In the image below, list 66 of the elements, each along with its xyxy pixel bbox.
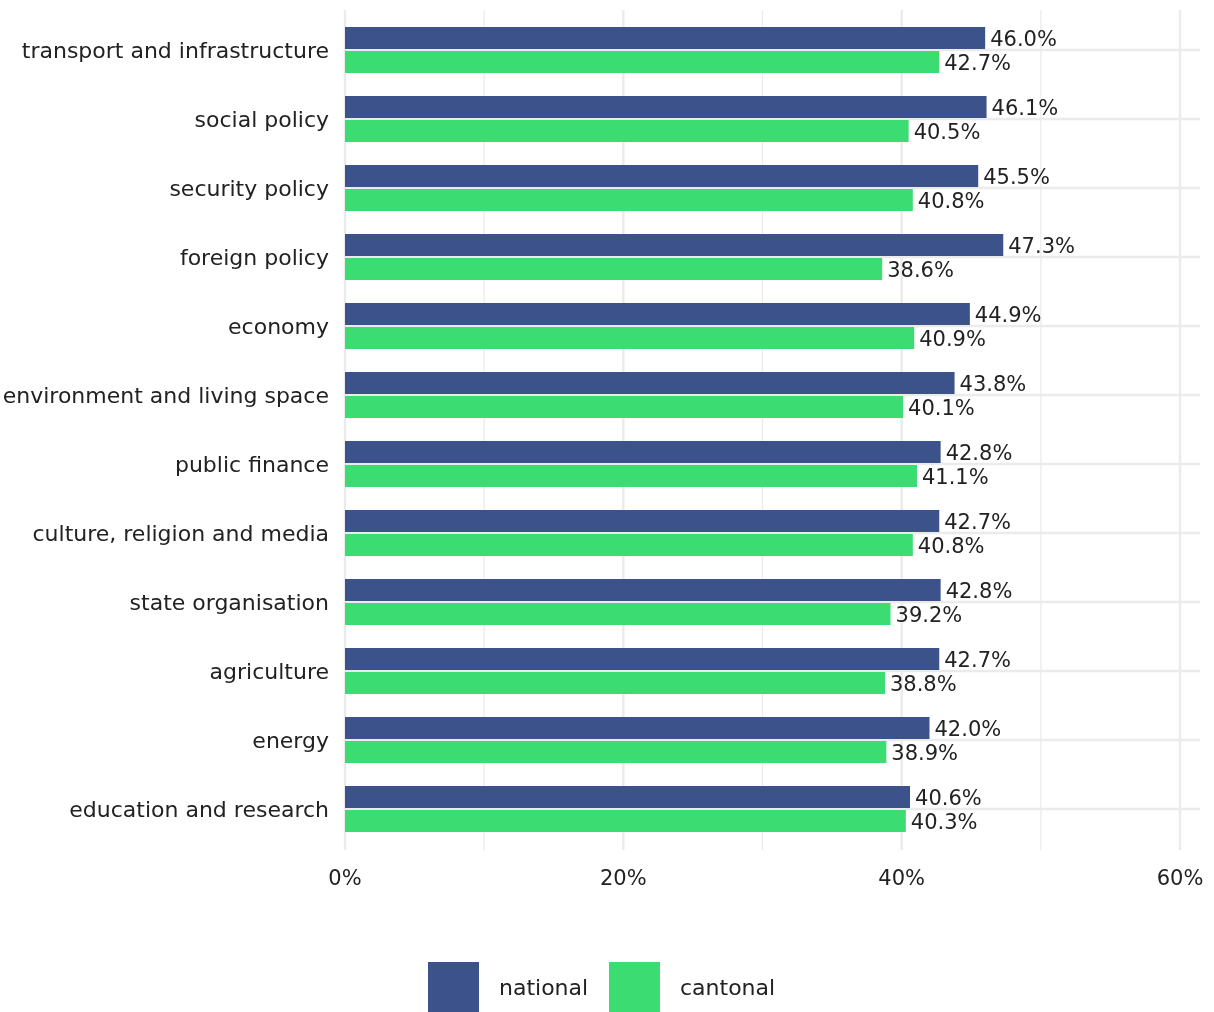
data-label: 46.0%: [990, 27, 1057, 51]
data-label: 40.5%: [913, 120, 981, 144]
legend-label: cantonal: [680, 975, 776, 1000]
data-label: 42.0%: [934, 717, 1002, 741]
data-label: 40.9%: [919, 327, 986, 351]
x-tick-label: 20%: [599, 866, 647, 890]
bar: [345, 234, 1004, 256]
data-label: 43.8%: [959, 372, 1027, 396]
y-tick-label: social policy: [194, 107, 329, 132]
bar: [345, 372, 955, 394]
data-label: 42.7%: [944, 510, 1011, 534]
bar: [345, 648, 940, 670]
bar: [345, 303, 970, 325]
data-label: 41.1%: [921, 465, 989, 489]
x-tick-label: 0%: [328, 866, 362, 890]
bar: [345, 579, 941, 601]
y-tick-label: energy: [252, 728, 329, 753]
data-label: 40.1%: [908, 396, 975, 420]
data-label: 38.9%: [891, 741, 959, 765]
bar: [345, 96, 987, 118]
bar: [345, 189, 913, 211]
y-tick-label: foreign policy: [179, 245, 329, 270]
data-label: 46.1%: [991, 96, 1059, 120]
data-label: 42.8%: [945, 579, 1013, 603]
bar: [345, 27, 986, 49]
data-label: 42.7%: [944, 51, 1011, 75]
y-tick-label: agriculture: [209, 659, 329, 684]
x-tick-label: 60%: [1156, 866, 1204, 890]
bar: [345, 465, 917, 487]
y-tick-label: public finance: [174, 452, 329, 477]
y-tick-label: security policy: [169, 176, 329, 201]
data-label: 38.6%: [887, 258, 954, 282]
data-label: 39.2%: [895, 603, 963, 627]
bar: [345, 441, 941, 463]
legend-label: national: [499, 975, 589, 1000]
bar: [345, 510, 940, 532]
bar: [345, 51, 940, 73]
y-tick-label: economy: [228, 314, 329, 339]
bar: [345, 120, 909, 142]
data-label: 44.9%: [974, 303, 1042, 327]
data-label: 45.5%: [983, 165, 1050, 189]
bar: [345, 717, 930, 739]
data-label: 40.6%: [915, 786, 982, 810]
bar: [345, 165, 979, 187]
bar: [345, 672, 885, 694]
bar: [345, 396, 904, 418]
data-label: 47.3%: [1008, 234, 1075, 258]
y-tick-label: transport and infrastructure: [21, 38, 329, 63]
bar: [345, 741, 887, 763]
data-label: 40.8%: [917, 189, 985, 213]
bar: [345, 534, 913, 556]
y-tick-label: culture, religion and media: [32, 521, 329, 546]
data-label: 40.8%: [917, 534, 985, 558]
y-tick-label: environment and living space: [2, 383, 329, 408]
x-tick-label: 40%: [878, 866, 926, 890]
data-label: 40.3%: [910, 810, 978, 834]
bar: [345, 810, 906, 832]
data-label: 42.7%: [944, 648, 1011, 672]
bar: [345, 258, 883, 280]
data-label: 38.8%: [889, 672, 957, 696]
bar: [345, 327, 915, 349]
bar: [345, 786, 911, 808]
data-label: 42.8%: [945, 441, 1013, 465]
y-tick-label: education and research: [69, 797, 329, 822]
y-tick-label: state organisation: [129, 590, 329, 615]
bar: [345, 603, 891, 625]
